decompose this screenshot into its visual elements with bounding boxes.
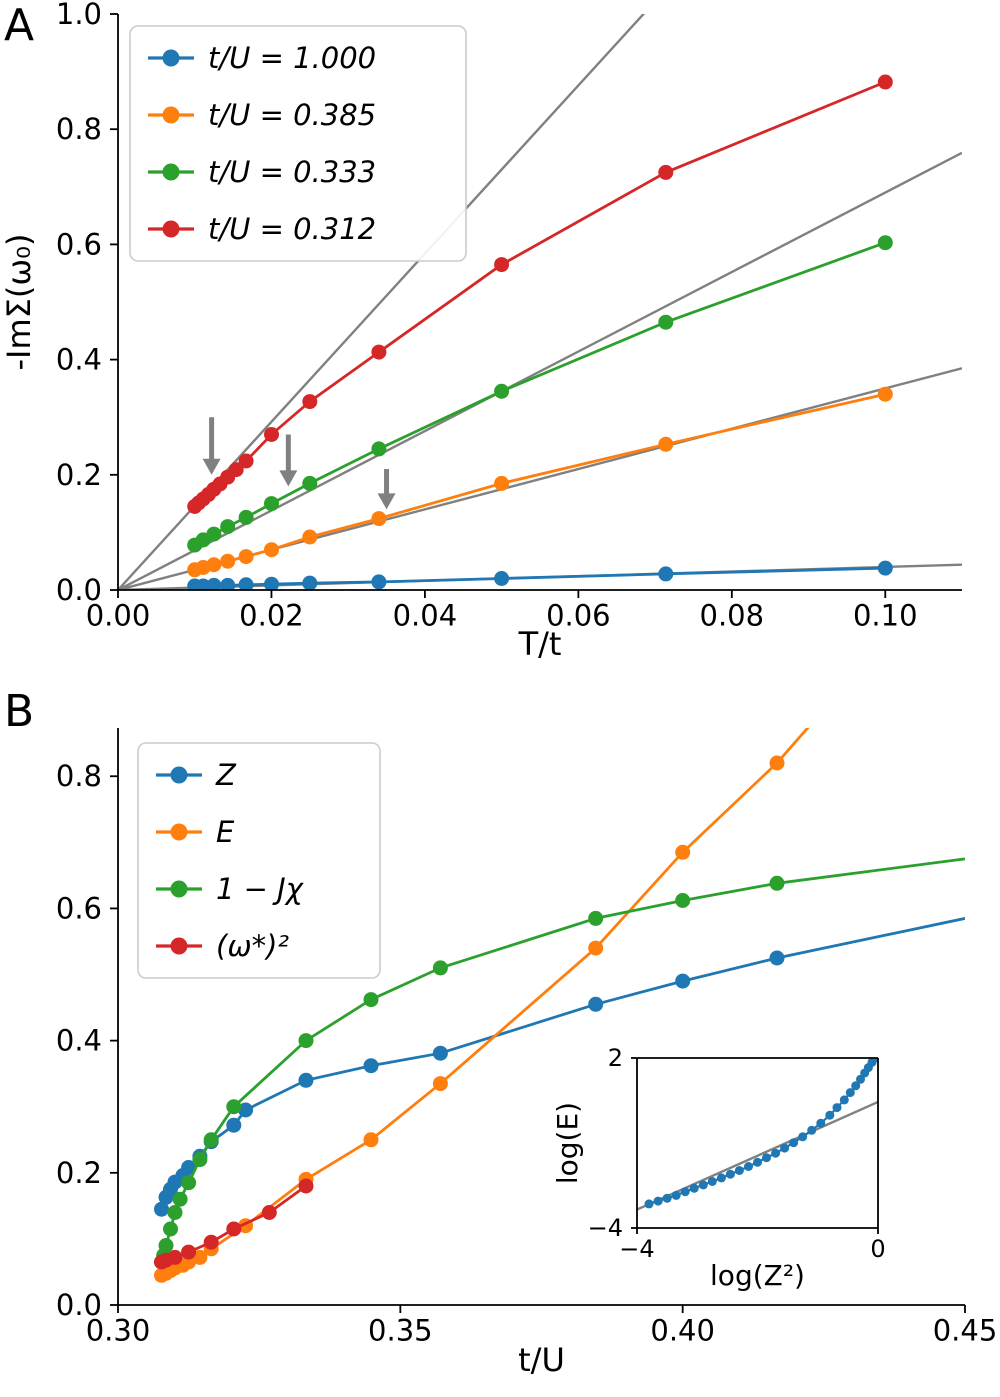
legend-label: t/U = 1.000 (208, 41, 376, 75)
panelB-inset-plot-area (637, 1058, 878, 1211)
panelA-axes: 0.00 0.02 0.04 0.06 0.08 0.10 0.0 0.2 0.4 0.6 0.8 1… (0, 0, 962, 663)
panelB-inset-axes: −4 0 −4 2 log(Z²) log(E) (551, 1044, 886, 1292)
y-axis-label: log(E) (551, 1102, 584, 1184)
inset-background (637, 1058, 878, 1228)
panel-b-label: B (4, 686, 35, 737)
series-blue (187, 560, 893, 590)
x-axis-label: T/t (518, 625, 562, 663)
y-tick-label: 2 (608, 1044, 623, 1072)
legend-label: (ω*)² (216, 929, 289, 963)
panelB-plot-area (154, 728, 965, 1283)
panel-a-chart: 0.00 0.02 0.04 0.06 0.08 0.10 0.0 0.2 0.4 0.6 0.8 1… (0, 0, 962, 663)
y-tick-label: 0.0 (56, 1288, 102, 1322)
y-axis-label: -ImΣ(ω₀) (0, 234, 38, 371)
x-axis-label: t/U (518, 1341, 565, 1379)
y-tick-label: 0.4 (56, 343, 102, 377)
legend-label: 1 − Jχ (216, 872, 305, 906)
fit-line (118, 151, 962, 590)
legend-label: Z (215, 758, 237, 792)
x-tick-label: 0.02 (239, 599, 304, 633)
y-tick-label: 0.8 (56, 759, 102, 793)
panel-a-label: A (4, 0, 35, 51)
legend-label: t/U = 0.312 (208, 212, 376, 246)
x-tick-label: 0.06 (546, 599, 611, 633)
y-tick-label: 0.8 (56, 112, 102, 146)
panel-b-chart: 0.30 0.35 0.40 0.45 0.0 0.2 0.4 0.6 0.8 t/U ZE 1 − … (56, 728, 997, 1379)
series-green (187, 235, 893, 553)
panelA-legend: t/U = 1.000 t/U = 0.385 t/U = 0.333 t/U = 0… (129, 25, 467, 262)
series-orange (187, 386, 893, 578)
series-red (187, 74, 893, 514)
y-tick-label: 0.6 (56, 227, 102, 261)
crossover-arrow (279, 434, 298, 487)
panelA-plot-area (118, 14, 962, 590)
x-tick-label: 0.00 (86, 599, 151, 633)
fit-line (118, 14, 646, 590)
panelB-axes: 0.30 0.35 0.40 0.45 0.0 0.2 0.4 0.6 0.8 t/U (56, 728, 997, 1379)
legend-label: E (216, 815, 235, 849)
x-tick-label: 0.35 (368, 1314, 433, 1348)
x-tick-label: −4 (619, 1235, 654, 1263)
x-tick-label: 0.08 (700, 599, 765, 633)
x-tick-label: 0.30 (86, 1314, 151, 1348)
x-tick-label: 0.40 (650, 1314, 715, 1348)
y-tick-label: 0.0 (56, 573, 102, 607)
panelB-legend: ZE 1 − Jχ (ω*)² (137, 742, 381, 979)
legend-label: t/U = 0.385 (208, 98, 376, 132)
x-axis-label: log(Z²) (710, 1259, 805, 1292)
x-tick-label: 0.04 (393, 599, 458, 633)
y-tick-label: −4 (588, 1214, 623, 1242)
crossover-arrow (202, 417, 221, 475)
y-tick-label: 1.0 (56, 0, 102, 31)
y-tick-label: 0.2 (56, 458, 102, 492)
y-tick-label: 0.6 (56, 891, 102, 925)
series-blue (644, 1058, 878, 1209)
y-tick-label: 0.4 (56, 1024, 102, 1058)
crossover-arrow (377, 469, 396, 510)
x-tick-label: 0.45 (933, 1314, 998, 1348)
y-tick-label: 0.2 (56, 1156, 102, 1190)
legend-label: t/U = 0.333 (208, 155, 376, 189)
series-red (154, 1178, 314, 1270)
x-tick-label: 0.10 (853, 599, 918, 633)
series-orange (154, 728, 810, 1283)
x-tick-label: 0 (870, 1235, 885, 1263)
